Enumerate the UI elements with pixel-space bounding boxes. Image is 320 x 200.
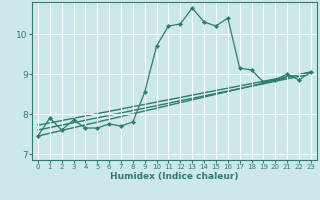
X-axis label: Humidex (Indice chaleur): Humidex (Indice chaleur) (110, 172, 239, 181)
